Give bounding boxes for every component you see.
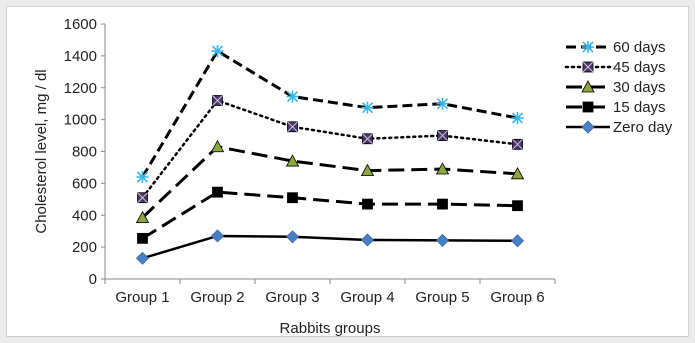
data-point-zero-day [285,230,300,244]
y-tick-label: 1200 [64,80,97,97]
legend-label-60-days: 60 days [613,39,666,56]
x-tick-label: Group 5 [415,289,469,306]
data-point-45-days [362,133,373,145]
data-point-60-days [136,171,149,183]
data-point-60-days [211,45,224,58]
series-line-30-days [141,145,518,219]
data-point-60-days [511,112,524,125]
x-tick-label: Group 3 [265,289,319,306]
x-tick-label: Group 6 [490,289,544,306]
legend-marker-60-days [582,41,594,53]
legend-marker-45-days [582,61,594,73]
y-tick-labels: 0 200 400 600 800 1000 1200 1400 1600 [64,16,105,288]
y-axis-title: Cholesterol level, mg / dl [33,69,50,233]
data-point-60-days [286,90,299,103]
data-point-60-days [436,97,449,110]
series-line-zero-day [142,234,518,260]
series-markers [135,45,525,265]
legend-label-45-days: 45 days [613,59,666,76]
data-point-15-days [362,198,373,210]
data-point-45-days [512,138,523,150]
data-point-30-days [510,166,525,180]
x-axis-title: Rabbits groups [280,320,381,337]
data-point-zero-day [510,234,525,248]
data-point-30-days [435,162,450,175]
x-tick-label: Group 4 [340,289,394,306]
data-point-15-days [437,198,448,210]
legend-marker-30-days [581,80,595,93]
data-point-30-days [360,163,375,177]
data-point-30-days [135,210,150,224]
legend: 60 days 45 days 30 days 15 days Zero day [564,39,673,136]
y-tick-label: 1000 [64,112,97,129]
series-lines [141,49,519,260]
data-point-45-days [437,130,448,141]
legend-marker-15-days [582,101,594,113]
series-line-60-days [141,49,518,178]
data-point-15-days [212,186,223,198]
x-tick-labels: Group 1 Group 2 Group 3 Group 4 Group 5 Group… [104,279,556,306]
y-tick-label: 200 [72,239,97,256]
chart-frame [6,6,689,337]
x-tick-label: Group 1 [115,289,169,306]
legend-label-30-days: 30 days [613,79,666,96]
data-point-30-days [210,139,225,153]
y-tick-label: 800 [72,144,97,161]
data-point-15-days [512,200,523,212]
y-tick-label: 400 [72,207,97,224]
data-point-45-days [287,121,298,133]
legend-marker-zero-day [581,120,595,134]
data-point-30-days [285,154,300,167]
data-point-15-days [137,232,148,244]
y-tick-label: 600 [72,175,97,192]
y-tick-label: 1400 [64,48,97,65]
data-point-45-days [137,192,148,204]
data-point-zero-day [360,233,375,247]
data-point-15-days [287,192,298,204]
x-tick-label: Group 2 [190,289,244,306]
data-point-60-days [361,101,374,114]
y-tick-label: 1600 [64,16,97,33]
data-point-zero-day [210,229,225,243]
y-tick-label: 0 [89,271,97,288]
legend-label-zero-day: Zero day [613,119,673,136]
series-line-15-days [141,190,518,240]
data-point-zero-day [435,233,450,247]
data-point-45-days [212,95,223,106]
series-line-45-days [141,99,519,199]
data-point-zero-day [135,251,150,265]
legend-label-15-days: 15 days [613,99,666,116]
